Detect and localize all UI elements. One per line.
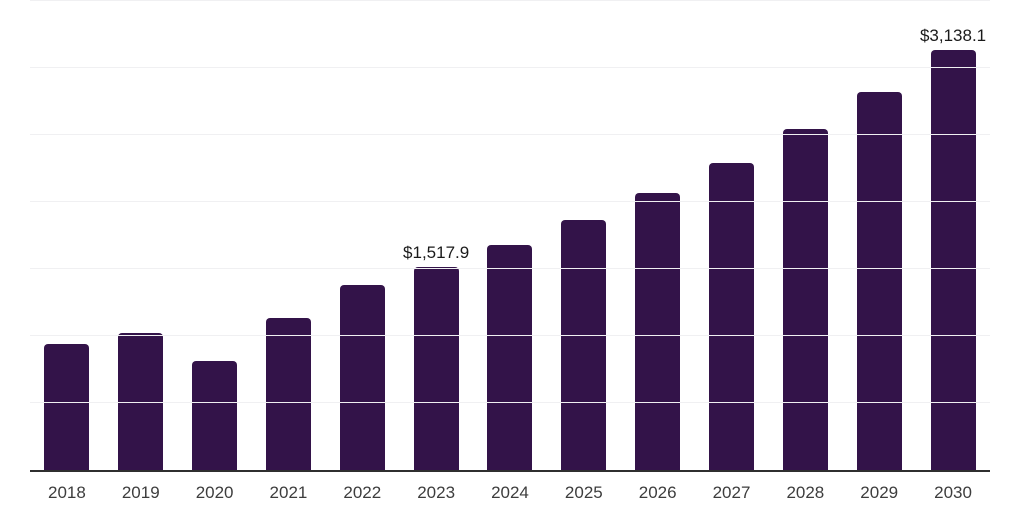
x-tick-2030: 2030 [934,483,972,502]
gridline-1000 [30,335,990,336]
bar-2026[interactable] [635,193,681,470]
bar-slot-2025 [547,1,621,470]
x-tick-2021: 2021 [269,483,308,502]
bars-container: $1,517.9 $3,138.1 [30,1,990,470]
bar-slot-2026 [621,1,695,470]
bar-2030[interactable] [930,49,976,470]
bar-2022[interactable] [339,285,385,470]
x-tick-2027: 2027 [712,483,751,502]
gridline-2500 [30,134,990,135]
gridline-3500 [30,0,990,1]
bar-2021[interactable] [265,317,311,470]
gridline-2000 [30,201,990,202]
x-tick-2020: 2020 [195,483,234,502]
bar-2028[interactable] [782,129,828,470]
bar-2024[interactable] [487,244,533,470]
bar-2018[interactable] [44,344,90,470]
bar-slot-2022 [325,1,399,470]
bar-slot-2028 [768,1,842,470]
x-tick-2018: 2018 [48,483,86,502]
plot-area: $1,517.9 $3,138.1 [30,0,990,472]
bar-slot-2030: $3,138.1 [916,1,990,470]
bar-slot-2018 [30,1,104,470]
bar-2025[interactable] [561,220,607,470]
gridline-1500 [30,268,990,269]
bar-2027[interactable] [709,162,755,470]
bar-slot-2024 [473,1,547,470]
bar-slot-2019 [104,1,178,470]
bar-slot-2023: $1,517.9 [399,1,473,470]
value-label-2023: $1,517.9 [403,242,470,262]
x-tick-2029: 2029 [860,483,899,502]
bar-slot-2027 [695,1,769,470]
x-tick-2026: 2026 [638,483,677,502]
bar-slot-2020 [178,1,252,470]
bar-slot-2021 [252,1,326,470]
value-label-2030: $3,138.1 [919,25,987,45]
x-tick-2024: 2024 [491,483,529,502]
x-tick-2023: 2023 [417,483,456,502]
x-tick-2028: 2028 [786,483,825,502]
bar-slot-2029 [842,1,916,470]
x-tick-2025: 2025 [564,483,603,502]
bar-2029[interactable] [856,91,902,470]
x-tick-2019: 2019 [121,483,160,502]
bar-2019[interactable] [118,333,164,470]
bar-2020[interactable] [192,361,238,470]
gridline-500 [30,402,990,403]
x-axis: 2018 2019 2020 2021 2022 2023 2024 2025 2026 2027… [30,484,990,501]
gridline-3000 [30,67,990,68]
bar-2023[interactable] [413,266,459,470]
x-tick-2022: 2022 [343,483,382,502]
